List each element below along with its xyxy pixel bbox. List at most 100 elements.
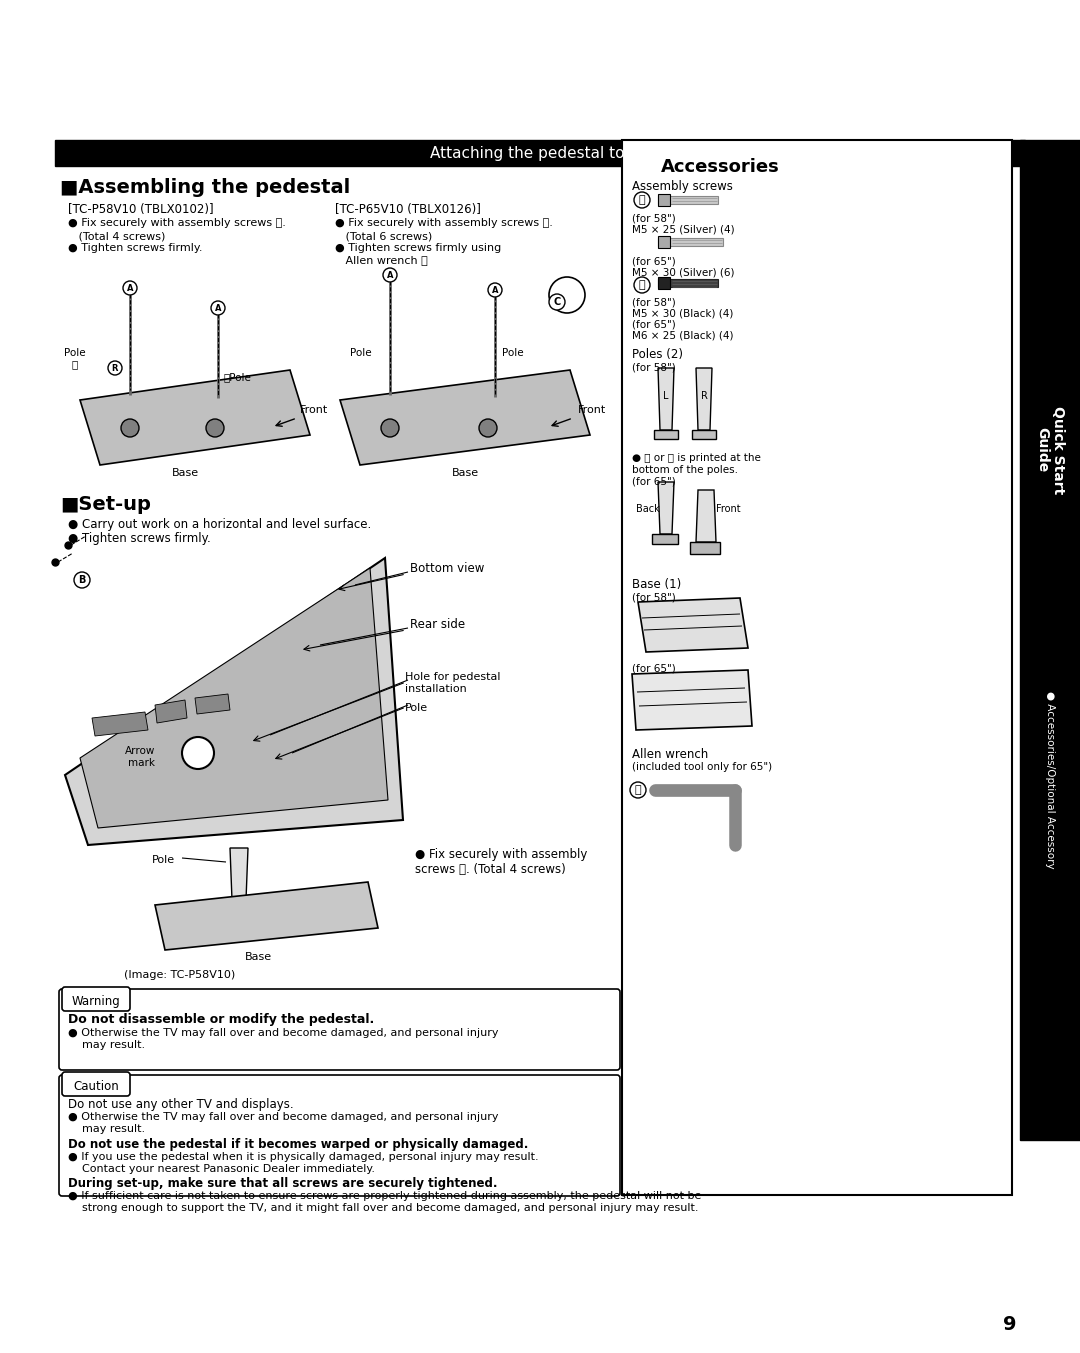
Circle shape	[480, 419, 497, 437]
Polygon shape	[658, 277, 670, 290]
Text: [TC-P65V10 (TBLX0126)]: [TC-P65V10 (TBLX0126)]	[335, 203, 481, 216]
Text: ● If sufficient care is not taken to ensure screws are properly tightened during: ● If sufficient care is not taken to ens…	[68, 1191, 701, 1212]
Polygon shape	[92, 712, 148, 736]
Polygon shape	[658, 238, 723, 246]
FancyBboxPatch shape	[59, 1076, 620, 1196]
Text: M6 × 25 (Black) (4): M6 × 25 (Black) (4)	[632, 330, 733, 340]
Text: Front: Front	[300, 405, 328, 415]
Circle shape	[121, 419, 139, 437]
Polygon shape	[340, 369, 590, 465]
Polygon shape	[65, 557, 403, 846]
Text: Do not disassemble or modify the pedestal.: Do not disassemble or modify the pedesta…	[68, 1013, 375, 1026]
Polygon shape	[658, 482, 674, 534]
Circle shape	[549, 277, 585, 313]
Text: ● Otherwise the TV may fall over and become damaged, and personal injury
    may: ● Otherwise the TV may fall over and bec…	[68, 1112, 499, 1134]
Text: Accessories: Accessories	[661, 158, 780, 176]
Text: Ⓐ: Ⓐ	[638, 195, 646, 206]
Circle shape	[381, 419, 399, 437]
FancyBboxPatch shape	[62, 1072, 130, 1096]
Text: R: R	[701, 391, 707, 400]
Circle shape	[549, 294, 565, 310]
Text: ● Fix securely with assembly screws Ⓐ.: ● Fix securely with assembly screws Ⓐ.	[68, 218, 286, 229]
Text: Front: Front	[716, 505, 741, 514]
Text: Back: Back	[636, 505, 660, 514]
Text: Pole
Ⓡ: Pole Ⓡ	[64, 348, 85, 369]
Text: ● Otherwise the TV may fall over and become damaged, and personal injury
    may: ● Otherwise the TV may fall over and bec…	[68, 1028, 499, 1050]
Text: L: L	[663, 391, 669, 400]
Polygon shape	[696, 368, 712, 430]
FancyBboxPatch shape	[652, 534, 678, 544]
Text: Pole: Pole	[502, 348, 524, 359]
Text: A: A	[387, 271, 393, 280]
Circle shape	[75, 572, 90, 589]
Text: Attaching the pedestal to TV: Attaching the pedestal to TV	[431, 146, 649, 161]
Text: (for 58"): (for 58")	[632, 593, 676, 602]
Text: Front: Front	[578, 405, 606, 415]
Text: (for 58"): (for 58")	[632, 363, 676, 372]
Polygon shape	[658, 193, 670, 206]
Circle shape	[630, 782, 646, 798]
Text: Arrow
mark: Arrow mark	[124, 746, 156, 767]
Circle shape	[183, 737, 214, 769]
Polygon shape	[80, 369, 310, 465]
Text: ⓁPole: ⓁPole	[224, 372, 252, 382]
Text: A: A	[491, 285, 498, 295]
Text: A: A	[215, 303, 221, 313]
Polygon shape	[80, 568, 388, 828]
Text: ● Ⓛ or Ⓡ is printed at the
bottom of the poles.: ● Ⓛ or Ⓡ is printed at the bottom of the…	[632, 453, 761, 475]
FancyBboxPatch shape	[692, 430, 716, 438]
Text: ● Tighten screws firmly using: ● Tighten screws firmly using	[335, 244, 501, 253]
Text: ● Fix securely with assembly
screws Ⓑ. (Total 4 screws): ● Fix securely with assembly screws Ⓑ. (…	[415, 848, 588, 875]
Text: ■Set-up: ■Set-up	[60, 495, 151, 514]
Text: Pole: Pole	[152, 855, 175, 865]
Text: Bottom view: Bottom view	[410, 561, 484, 575]
Circle shape	[488, 283, 502, 298]
Text: 9: 9	[1003, 1315, 1016, 1334]
Text: Do not use the pedestal if it becomes warped or physically damaged.: Do not use the pedestal if it becomes wa…	[68, 1138, 528, 1151]
Polygon shape	[230, 848, 248, 900]
Text: A: A	[126, 284, 133, 292]
FancyBboxPatch shape	[622, 139, 1012, 1195]
Circle shape	[211, 300, 225, 315]
Text: R: R	[111, 364, 118, 372]
Text: ● If you use the pedestal when it is physically damaged, personal injury may res: ● If you use the pedestal when it is phy…	[68, 1151, 539, 1173]
Text: Quick Start
Guide: Quick Start Guide	[1035, 406, 1065, 494]
Text: ● Fix securely with assembly screws Ⓐ.: ● Fix securely with assembly screws Ⓐ.	[335, 218, 553, 229]
Text: Ⓑ: Ⓑ	[638, 280, 646, 290]
Text: ● Carry out work on a horizontal and level surface.: ● Carry out work on a horizontal and lev…	[68, 518, 372, 530]
FancyBboxPatch shape	[654, 430, 678, 438]
FancyBboxPatch shape	[59, 989, 620, 1070]
Text: (for 65"): (for 65")	[632, 476, 676, 486]
Text: B: B	[79, 575, 85, 584]
Text: During set-up, make sure that all screws are securely tightened.: During set-up, make sure that all screws…	[68, 1177, 498, 1191]
Text: ■Assembling the pedestal: ■Assembling the pedestal	[60, 179, 350, 198]
Polygon shape	[658, 279, 718, 287]
Polygon shape	[696, 490, 716, 543]
Text: (Total 6 screws): (Total 6 screws)	[335, 231, 432, 241]
Text: Hole for pedestal
installation: Hole for pedestal installation	[405, 672, 500, 694]
Text: (for 65"): (for 65")	[632, 256, 676, 267]
Text: Assembly screws: Assembly screws	[632, 180, 733, 193]
Polygon shape	[638, 598, 748, 652]
Text: (for 58"): (for 58")	[632, 298, 676, 307]
FancyBboxPatch shape	[55, 139, 1025, 166]
Text: ● Accessories/Optional Accessory: ● Accessories/Optional Accessory	[1045, 691, 1055, 869]
Text: Base: Base	[451, 468, 478, 478]
Text: M5 × 30 (Black) (4): M5 × 30 (Black) (4)	[632, 308, 733, 318]
Text: ● Tighten screws firmly.: ● Tighten screws firmly.	[68, 244, 203, 253]
Polygon shape	[156, 882, 378, 950]
Text: (for 65"): (for 65")	[632, 663, 676, 672]
Polygon shape	[658, 235, 670, 248]
Text: Poles (2): Poles (2)	[632, 348, 683, 361]
Text: (Total 4 screws): (Total 4 screws)	[68, 231, 165, 241]
FancyBboxPatch shape	[1020, 139, 1080, 1141]
Text: (Image: TC-P58V10): (Image: TC-P58V10)	[124, 970, 235, 980]
Polygon shape	[658, 196, 718, 204]
Text: Pole: Pole	[405, 704, 428, 713]
Text: Ⓒ: Ⓒ	[635, 785, 642, 796]
Text: Base (1): Base (1)	[632, 578, 681, 591]
Polygon shape	[658, 368, 674, 430]
Circle shape	[634, 277, 650, 294]
Text: ● Tighten screws firmly.: ● Tighten screws firmly.	[68, 532, 211, 545]
Text: Base: Base	[245, 953, 272, 962]
